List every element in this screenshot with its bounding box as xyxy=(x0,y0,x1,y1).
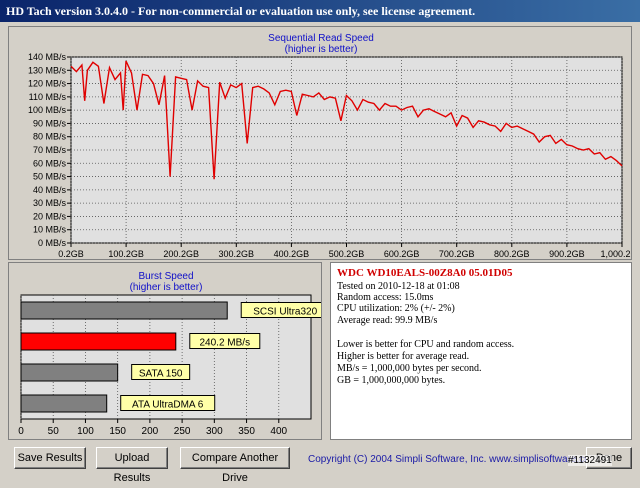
title-bar[interactable]: HD Tach version 3.0.4.0 - For non-commer… xyxy=(0,0,640,22)
drive-model: WDC WD10EALS-00Z8A0 05.01D05 xyxy=(337,267,513,279)
burst-speed-panel: Burst Speed (higher is better) 0 50 100 150… xyxy=(8,262,322,440)
burst-bar-label: SCSI Ultra320 xyxy=(253,307,317,318)
sequential-chart-title: Sequential Read Speed xyxy=(268,33,374,44)
burst-bar xyxy=(20,332,177,351)
burst-x-tick-label: 350 xyxy=(238,426,255,437)
y-tick-label: 50 MB/s xyxy=(33,172,67,182)
x-tick-label: 600.2GB xyxy=(384,249,420,259)
compare-another-drive-button[interactable]: Compare Another Drive xyxy=(180,447,290,484)
burst-x-tick-label: 400 xyxy=(270,426,287,437)
random-access: Random access: 15.0ms xyxy=(337,292,434,303)
x-tick-label: 300.2GB xyxy=(219,249,255,259)
sequential-read-panel: Sequential Read Speed (higher is better)… xyxy=(8,26,632,260)
burst-x-tick-label: 200 xyxy=(142,426,159,437)
burst-speed-chart: 0 50 100 150 200 250 300 350 400 SCSI Ultra320 240… xyxy=(18,294,321,437)
y-tick-label: 130 MB/s xyxy=(28,65,67,75)
y-tick-label: 140 MB/s xyxy=(28,52,67,62)
cpu-utilization: CPU utilization: 2% (+/- 2%) xyxy=(337,303,455,314)
y-tick-label: 20 MB/s xyxy=(33,211,67,221)
burst-bar xyxy=(20,301,228,320)
y-tick-label: 40 MB/s xyxy=(33,185,67,195)
burst-bar-label: ATA UltraDMA 6 xyxy=(132,400,204,411)
y-tick-label: 120 MB/s xyxy=(28,79,67,89)
drive-info-panel: WDC WD10EALS-00Z8A0 05.01D05 Tested on 2… xyxy=(330,262,632,440)
burst-bar-label: SATA 150 xyxy=(139,369,183,380)
window-title: HD Tach version 3.0.4.0 - For non-commer… xyxy=(6,4,476,18)
burst-x-tick-label: 100 xyxy=(77,426,94,437)
copyright-text[interactable]: Copyright (C) 2004 Simpli Software, Inc.… xyxy=(308,454,599,465)
read-speed-series xyxy=(70,60,623,180)
x-tick-label: 0.2GB xyxy=(58,249,84,259)
note-lower-better: Lower is better for CPU and random acces… xyxy=(337,339,515,350)
note-gb-def: GB = 1,000,000,000 bytes. xyxy=(337,375,446,386)
burst-x-tick-label: 300 xyxy=(206,426,223,437)
y-tick-label: 0 MB/s xyxy=(38,238,67,248)
average-read: Average read: 99.9 MB/s xyxy=(337,315,438,326)
y-tick-label: 90 MB/s xyxy=(33,118,67,128)
x-tick-label: 400.2GB xyxy=(274,249,310,259)
burst-bar xyxy=(20,363,119,382)
x-tick-label: 100.2GB xyxy=(108,249,144,259)
y-tick-label: 110 MB/s xyxy=(29,92,67,102)
y-tick-label: 10 MB/s xyxy=(33,225,67,235)
watermark: #1132491 xyxy=(568,455,612,466)
x-tick-label: 800.2GB xyxy=(494,249,530,259)
tested-date: Tested on 2010-12-18 at 01:08 xyxy=(337,281,460,292)
note-higher-better: Higher is better for average read. xyxy=(337,351,470,362)
x-tick-label: 1,000.2GB xyxy=(600,249,631,259)
burst-x-tick-label: 50 xyxy=(48,426,60,437)
burst-label-box xyxy=(120,395,216,411)
upload-results-button[interactable]: Upload Results xyxy=(96,447,168,484)
save-results-button[interactable]: Save Results xyxy=(14,447,86,469)
y-tick-label: 30 MB/s xyxy=(33,198,67,208)
burst-bar xyxy=(20,394,108,413)
x-tick-label: 500.2GB xyxy=(329,249,365,259)
burst-chart-title: Burst Speed xyxy=(138,271,194,282)
sequential-read-chart: 0 MB/s 10 MB/s 20 MB/s 30 MB/s 40 MB/s 50 MB/… xyxy=(28,52,631,259)
y-tick-label: 80 MB/s xyxy=(33,132,67,142)
y-tick-label: 60 MB/s xyxy=(33,158,67,168)
x-tick-label: 200.2GB xyxy=(163,249,199,259)
burst-bar-label: 240.2 MB/s xyxy=(199,338,250,349)
burst-x-tick-label: 0 xyxy=(18,426,24,437)
x-tick-label: 700.2GB xyxy=(439,249,475,259)
y-tick-label: 70 MB/s xyxy=(33,145,67,155)
y-tick-label: 100 MB/s xyxy=(28,105,67,115)
burst-x-tick-label: 250 xyxy=(174,426,191,437)
burst-chart-subtitle: (higher is better) xyxy=(129,282,203,293)
burst-label-box xyxy=(189,333,261,349)
burst-label-box xyxy=(240,302,321,318)
note-mbs-def: MB/s = 1,000,000 bytes per second. xyxy=(337,363,482,374)
sequential-chart-subtitle: (higher is better) xyxy=(284,44,358,55)
burst-x-tick-label: 150 xyxy=(109,426,126,437)
x-tick-label: 900.2GB xyxy=(549,249,585,259)
burst-label-box xyxy=(131,364,191,380)
